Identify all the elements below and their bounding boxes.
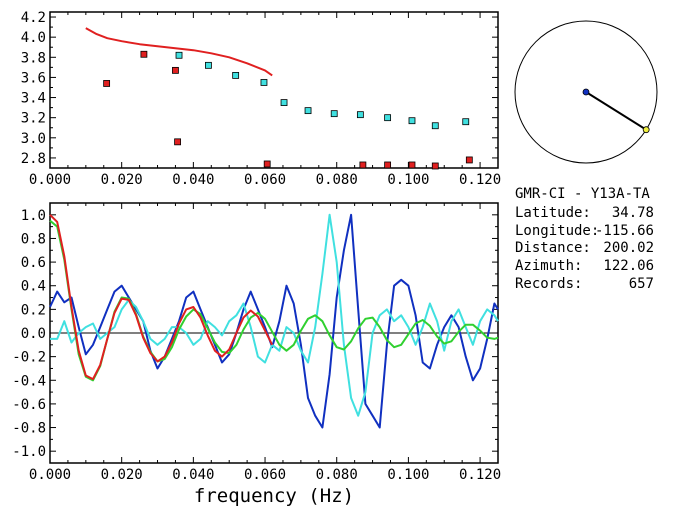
spectrum-line-1: [50, 213, 499, 417]
dispersion-point: [172, 66, 179, 74]
dispersion-point: [174, 138, 181, 146]
dispersion-point: [431, 162, 439, 170]
spectra-series: [49, 213, 499, 429]
y-tick-label: 0.8: [21, 231, 46, 247]
dispersion-point: [462, 118, 470, 126]
y-tick-label: -0.2: [12, 350, 46, 366]
station-title: GMR-CI - Y13A-TA: [515, 186, 650, 202]
dispersion-point: [465, 156, 473, 164]
x-tick-label: 0.020: [101, 467, 143, 483]
x-tick-label: 0.100: [387, 172, 429, 188]
dispersion-point: [280, 99, 288, 106]
dispersion-curve: [85, 27, 273, 77]
y-tick-label: 0.4: [21, 279, 46, 295]
y-tick-label: 3.6: [21, 70, 46, 86]
info-value-azimuth: 122.06: [603, 258, 654, 274]
spectra-ticks: 0.000 0.020 0.040 0.060 0.080 0.100 0.120 1.0 0.…: [12, 202, 501, 483]
dispersion-panel: 0.000 0.020 0.040 0.060 0.080 0.100 0.120 2.8 3.…: [21, 10, 501, 188]
x-tick-label: 0.000: [29, 467, 71, 483]
info-label-records: Records:: [515, 276, 582, 292]
dispersion-point: [175, 51, 183, 59]
dispersion-ticks: 0.000 0.020 0.040 0.060 0.080 0.100 0.120 2.8 3.…: [21, 10, 501, 188]
azimuth-line: [585, 91, 647, 131]
y-tick-label: -0.4: [12, 373, 46, 389]
y-tick-label: -0.8: [12, 421, 46, 437]
dispersion-point: [103, 80, 111, 87]
y-tick-label: 0.2: [21, 302, 46, 318]
info-label-azimuth: Azimuth:: [515, 258, 582, 274]
y-tick-label: 3.0: [21, 131, 46, 147]
dispersion-point: [263, 160, 271, 168]
dispersion-point: [408, 161, 416, 169]
info-value-distance: 200.02: [603, 240, 654, 256]
dispersion-point: [356, 111, 364, 119]
dispersion-point: [431, 122, 439, 130]
dispersion-frame: [49, 11, 499, 169]
station-info: GMR-CI - Y13A-TA Latitude: 34.78 Longitu…: [515, 186, 654, 292]
x-tick-label: 0.080: [316, 467, 358, 483]
x-tick-label: 0.120: [459, 172, 501, 188]
x-tick-label: 0.040: [172, 467, 214, 483]
x-tick-label: 0.000: [29, 172, 71, 188]
spectrum-line-0: [49, 213, 499, 429]
spectrum-line-3: [49, 214, 274, 381]
dispersion-point: [304, 107, 312, 115]
info-value-latitude: 34.78: [612, 205, 654, 221]
y-tick-label: 2.8: [21, 151, 46, 167]
spectra-panel: 0.000 0.020 0.040 0.060 0.080 0.100 0.120 1.0 0.…: [12, 202, 501, 507]
azimuth-center-dot: [582, 88, 590, 96]
y-tick-label: 0.0: [21, 326, 46, 342]
dispersion-series: [85, 27, 473, 170]
info-value-longitude: -115.66: [595, 223, 654, 239]
dispersion-point: [260, 79, 268, 86]
y-tick-label: 0.6: [21, 255, 46, 271]
y-tick-label: 3.8: [21, 50, 46, 66]
y-tick-label: 4.2: [21, 10, 46, 26]
dispersion-point: [384, 114, 392, 122]
dispersion-point: [408, 117, 416, 125]
dispersion-point: [384, 161, 392, 169]
x-tick-label: 0.120: [459, 467, 501, 483]
azimuth-circle: [514, 20, 658, 164]
info-label-longitude: Longitude:: [515, 223, 599, 239]
dispersion-point: [359, 161, 367, 169]
x-tick-label: 0.020: [101, 172, 143, 188]
x-tick-label: 0.060: [244, 467, 286, 483]
info-label-distance: Distance:: [515, 240, 591, 256]
x-axis-label: frequency (Hz): [194, 485, 354, 507]
x-tick-label: 0.100: [387, 467, 429, 483]
dispersion-point: [330, 110, 338, 118]
azimuth-plot: [514, 20, 658, 164]
dispersion-point: [232, 72, 240, 79]
spectrum-line-2: [49, 219, 499, 382]
x-tick-label: 0.080: [316, 172, 358, 188]
x-tick-label: 0.060: [244, 172, 286, 188]
info-label-latitude: Latitude:: [515, 205, 591, 221]
info-value-records: 657: [629, 276, 654, 292]
y-tick-label: -1.0: [12, 444, 46, 460]
y-tick-label: 3.4: [21, 91, 46, 107]
y-tick-label: 1.0: [21, 208, 46, 224]
dispersion-point: [205, 61, 212, 69]
azimuth-end-dot: [642, 126, 650, 134]
y-tick-label: -0.6: [12, 397, 46, 413]
x-tick-label: 0.040: [172, 172, 214, 188]
y-tick-label: 4.0: [21, 30, 46, 46]
y-tick-label: 3.2: [21, 111, 46, 127]
dispersion-point: [140, 50, 148, 58]
